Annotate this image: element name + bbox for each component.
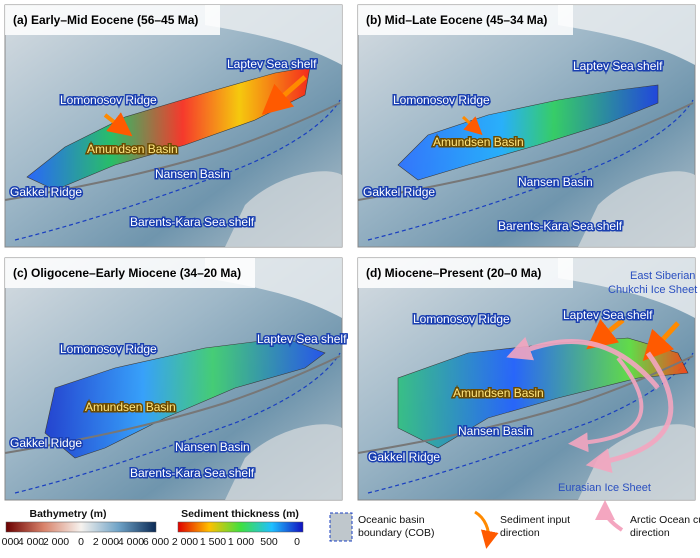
colorbar-tick-label: 2 000	[93, 536, 119, 548]
map-panel: (b) Mid–Late Eocene (45–34 Ma) Lomonosov …	[357, 4, 696, 248]
sediment-colorbar	[177, 521, 304, 533]
map-label: Lomonosov Ridge	[60, 93, 157, 107]
sediment-arrow	[103, 112, 133, 137]
map-label: Nansen Basin	[458, 424, 533, 438]
legend-label: Arctic Ocean currentdirection	[630, 514, 700, 539]
map-label: Chukchi Ice Sheet	[608, 284, 697, 296]
current-arrow	[506, 336, 660, 390]
land	[558, 5, 695, 65]
sediment-arrow	[261, 75, 307, 115]
colorbar-tick-label: 6 000	[143, 536, 169, 548]
map-label: Nansen Basin	[175, 440, 250, 454]
current-arrow	[585, 351, 674, 473]
map-label: Lomonosov Ridge	[393, 93, 490, 107]
map-label: Nansen Basin	[155, 167, 230, 181]
colorbar-tick-label: 2 000	[172, 536, 198, 548]
legend-label: Sediment input direction	[500, 514, 570, 539]
land	[225, 171, 342, 247]
map-label: Amundsen Basin	[453, 386, 544, 400]
colorbar-tick-label: 4 000	[18, 536, 44, 548]
legend-label-line: direction	[630, 527, 670, 539]
colorbar-tick-label: 2 000	[43, 536, 69, 548]
map-label: Nansen Basin	[518, 175, 593, 189]
map-label: Gakkel Ridge	[10, 436, 82, 450]
panel-title-box	[5, 5, 220, 35]
gakkel-ridge	[4, 355, 341, 454]
colorbar-tick-label: 0	[78, 536, 84, 548]
map-label: Barents-Kara Sea shelf	[130, 466, 255, 480]
map-label: Amundsen Basin	[433, 135, 524, 149]
cob-boundary	[14, 352, 341, 494]
sediment-arrow	[586, 318, 625, 350]
map-panel: (c) Oligocene–Early Miocene (34–20 Ma) Lo…	[4, 257, 349, 501]
legend-title: Bathymetry (m)	[29, 508, 106, 520]
gakkel-ridge	[4, 102, 341, 201]
colorbar-tick-label: 500	[260, 536, 278, 548]
legend-label-line: direction	[500, 527, 540, 539]
panel-title: (d) Miocene–Present (20–0 Ma)	[366, 266, 541, 280]
land	[205, 5, 342, 65]
map-label: Gakkel Ridge	[363, 185, 435, 199]
legend-label-line: boundary (COB)	[358, 527, 434, 539]
panel-title-box	[5, 258, 255, 288]
land	[558, 258, 695, 318]
sediment-arrow	[642, 321, 680, 362]
sediment-basin	[44, 337, 326, 459]
panel-title: (c) Oligocene–Early Miocene (34–20 Ma)	[13, 266, 241, 280]
colorbar-tick-label: 1 500	[200, 536, 226, 548]
legend-label-line: Sediment input	[500, 514, 570, 526]
map-label: Eurasian Ice Sheet	[558, 482, 651, 494]
map-label: East Siberian	[630, 270, 695, 282]
panel-title-box	[358, 5, 573, 35]
gakkel-ridge	[357, 102, 694, 201]
input-swatch	[474, 510, 499, 549]
map-label: Lomonosov Ridge	[413, 312, 510, 326]
panel-title-box	[358, 258, 573, 288]
map-label: Laptev Sea shelf	[257, 332, 347, 346]
panel-title: (b) Mid–Late Eocene (45–34 Ma)	[366, 13, 547, 27]
cob-swatch	[329, 512, 353, 542]
map-label: Amundsen Basin	[85, 400, 176, 414]
map-panel: (a) Early–Mid Eocene (56–45 Ma) Lomonosov…	[4, 4, 343, 248]
sediment-basin	[397, 337, 689, 449]
panel-title: (a) Early–Mid Eocene (56–45 Ma)	[13, 13, 198, 27]
map-label: Laptev Sea shelf	[227, 57, 317, 71]
bathymetry-colorbar	[5, 521, 157, 533]
current-arrow	[568, 356, 644, 453]
colorbar-tick-label: 4 000	[118, 536, 144, 548]
land	[225, 424, 342, 500]
sediment-arrow	[461, 115, 483, 136]
legend-title: Sediment thickness (m)	[181, 508, 299, 520]
land	[578, 171, 695, 247]
map-label: Gakkel Ridge	[368, 450, 440, 464]
current-swatch	[595, 500, 624, 532]
map-label: Gakkel Ridge	[10, 185, 82, 199]
map-panel: (d) Miocene–Present (20–0 Ma) Lomonosov R…	[357, 257, 697, 501]
map-label: Barents-Kara Sea shelf	[130, 215, 255, 229]
map-label: Laptev Sea shelf	[573, 59, 663, 73]
legend-label-line: Arctic Ocean current	[630, 514, 700, 526]
cob-boundary	[367, 99, 694, 241]
legend-label-line: Oceanic basin	[358, 514, 425, 526]
colorbar-tick-label: 6 000	[0, 536, 19, 548]
colorbar-tick-label: 0	[294, 536, 300, 548]
land	[578, 424, 695, 500]
colorbar-tick-label: 1 000	[228, 536, 254, 548]
map-label: Lomonosov Ridge	[60, 342, 157, 356]
map-label: Amundsen Basin	[87, 142, 178, 156]
map-label: Laptev Sea shelf	[563, 308, 653, 322]
map-label: Barents-Kara Sea shelf	[498, 219, 623, 233]
legend-label: Oceanic basin boundary (COB)	[358, 514, 434, 539]
cob-boundary	[14, 99, 341, 241]
cob-boundary	[367, 352, 694, 494]
